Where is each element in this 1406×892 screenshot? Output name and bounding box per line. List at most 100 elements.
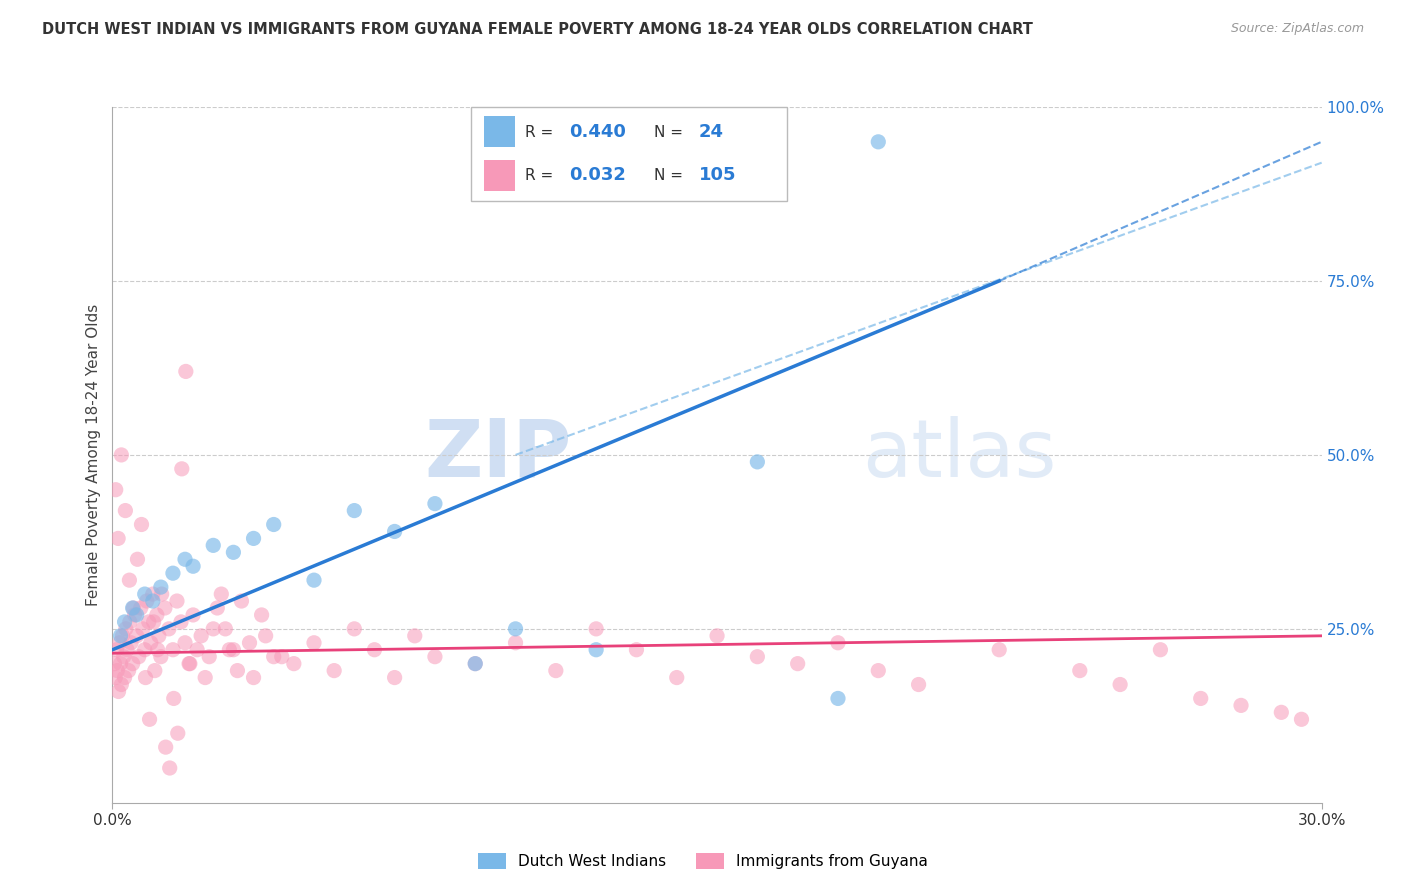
Point <box>107 532 129 546</box>
Point <box>110 629 132 643</box>
Point <box>105 642 128 657</box>
Point <box>323 664 346 678</box>
Point <box>142 587 165 601</box>
Point <box>207 601 229 615</box>
Text: N =: N = <box>655 168 689 183</box>
Point <box>166 594 188 608</box>
Point <box>174 636 197 650</box>
Point <box>110 677 132 691</box>
Point <box>585 642 607 657</box>
Point <box>186 642 208 657</box>
Point <box>665 671 688 685</box>
Point <box>177 657 200 671</box>
Point <box>1189 691 1212 706</box>
Point <box>202 622 225 636</box>
Point <box>222 642 245 657</box>
Point <box>786 657 808 671</box>
Point <box>149 649 172 664</box>
Text: N =: N = <box>655 125 689 140</box>
Point <box>231 594 253 608</box>
Point <box>155 740 177 755</box>
Point <box>747 649 769 664</box>
Point <box>222 545 245 559</box>
Point <box>198 649 221 664</box>
Point <box>159 761 181 775</box>
Point <box>209 587 232 601</box>
Point <box>114 615 136 629</box>
Point <box>121 657 143 671</box>
Point <box>129 601 152 615</box>
Point <box>202 538 225 552</box>
Point <box>218 642 240 657</box>
Point <box>148 629 170 643</box>
Point <box>270 649 292 664</box>
Point <box>343 622 366 636</box>
Point <box>464 657 486 671</box>
Text: 0.440: 0.440 <box>569 123 626 141</box>
Point <box>174 364 197 378</box>
Text: 0.032: 0.032 <box>569 167 626 185</box>
Point <box>162 566 184 581</box>
Point <box>242 532 264 546</box>
Point <box>181 559 204 574</box>
Point <box>1270 706 1292 720</box>
Point <box>868 135 890 149</box>
Point <box>134 642 156 657</box>
Point <box>138 712 160 726</box>
Point <box>170 615 193 629</box>
Point <box>153 601 176 615</box>
Point <box>135 594 157 608</box>
Point <box>115 642 138 657</box>
Point <box>125 607 148 622</box>
Point <box>134 587 156 601</box>
Text: ZIP: ZIP <box>425 416 572 494</box>
Point <box>132 622 155 636</box>
Point <box>118 573 141 587</box>
Point <box>423 649 446 664</box>
Point <box>384 671 406 685</box>
Point <box>118 615 141 629</box>
Point <box>166 726 188 740</box>
Text: 24: 24 <box>699 123 724 141</box>
Point <box>110 657 132 671</box>
Point <box>111 629 134 643</box>
Point <box>585 622 607 636</box>
Point <box>544 664 567 678</box>
Point <box>107 684 129 698</box>
Point <box>988 642 1011 657</box>
Point <box>163 691 186 706</box>
Point <box>404 629 426 643</box>
Point <box>1149 642 1171 657</box>
Text: Source: ZipAtlas.com: Source: ZipAtlas.com <box>1230 22 1364 36</box>
Point <box>827 636 849 650</box>
Point <box>146 607 169 622</box>
Point <box>423 497 446 511</box>
Point <box>1109 677 1132 691</box>
Point <box>907 677 929 691</box>
Point <box>302 573 325 587</box>
Point <box>139 636 162 650</box>
Point <box>363 642 385 657</box>
Point <box>146 642 169 657</box>
Point <box>103 657 125 671</box>
Point <box>114 671 136 685</box>
Point <box>1230 698 1253 713</box>
Y-axis label: Female Poverty Among 18-24 Year Olds: Female Poverty Among 18-24 Year Olds <box>86 304 101 606</box>
FancyBboxPatch shape <box>471 107 787 201</box>
Point <box>135 671 157 685</box>
Point <box>250 607 273 622</box>
Point <box>124 607 146 622</box>
Point <box>214 622 236 636</box>
Point <box>505 636 527 650</box>
Point <box>302 636 325 650</box>
Point <box>827 691 849 706</box>
Point <box>868 664 890 678</box>
Bar <box>484 161 516 191</box>
Bar <box>484 116 516 147</box>
Point <box>142 594 165 608</box>
Point <box>238 636 260 650</box>
Point <box>112 649 135 664</box>
Point <box>170 462 193 476</box>
Point <box>263 649 285 664</box>
Text: R =: R = <box>524 125 558 140</box>
